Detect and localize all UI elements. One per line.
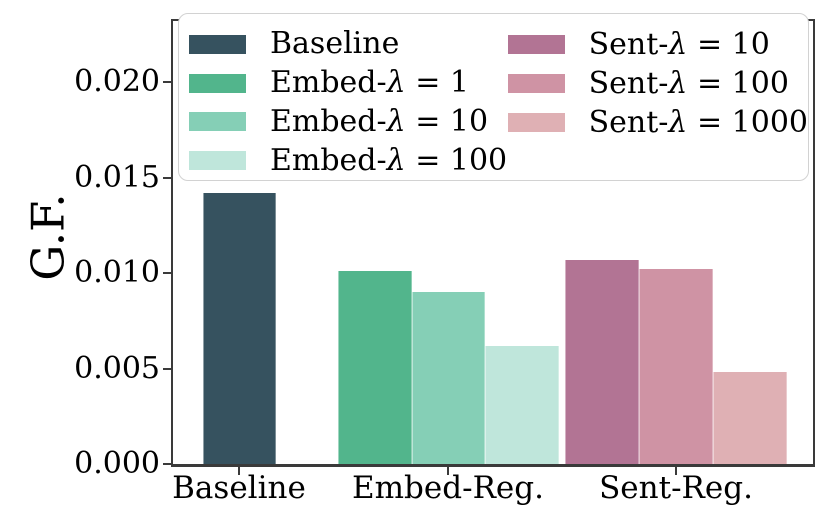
legend: Baseline Embed-λ = 1 Embed-λ = 10 Embed-λ =… (178, 13, 809, 181)
legend-label-sent-10: Sent-λ = 10 (588, 26, 770, 62)
legend-column-right: Sent-λ = 10 Sent-λ = 100 Sent-λ = 1000 (507, 25, 808, 180)
bar-embed-100 (485, 345, 559, 464)
axis-spine-right (813, 19, 815, 466)
y-tick-label: 0.010 (74, 255, 160, 291)
y-tick-mark (163, 176, 173, 179)
y-tick-label: 0.020 (74, 64, 160, 100)
legend-entry-sent-1000: Sent-λ = 1000 (507, 103, 808, 142)
x-tick-label-embed-reg: Embed-Reg. (352, 470, 544, 506)
y-tick-mark (163, 272, 173, 275)
legend-label-sent-100: Sent-λ = 100 (588, 65, 789, 101)
plot-area (173, 21, 813, 464)
bar-embed-1 (338, 271, 412, 464)
x-tick-mark (238, 466, 240, 475)
legend-label-embed-100: Embed-λ = 100 (270, 142, 508, 178)
legend-label-baseline: Baseline (270, 26, 400, 62)
legend-swatch-embed-1 (189, 73, 246, 93)
legend-entry-sent-100: Sent-λ = 100 (507, 64, 808, 103)
bar-sent-100 (639, 269, 713, 464)
legend-swatch-sent-100 (507, 74, 565, 93)
y-tick-mark (163, 367, 173, 370)
legend-entry-embed-100: Embed-λ = 100 (189, 141, 508, 180)
legend-entry-baseline: Baseline (189, 25, 508, 64)
axis-spine-left (171, 19, 173, 466)
legend-entry-embed-1: Embed-λ = 1 (189, 64, 508, 103)
y-tick-label: 0.015 (74, 159, 160, 195)
y-tick-label: 0.000 (74, 446, 160, 481)
y-tick-label: 0.005 (74, 350, 160, 386)
bar-sent-10 (565, 259, 639, 464)
x-tick-label-sent-reg: Sent-Reg. (599, 470, 753, 506)
legend-label-embed-1: Embed-λ = 1 (270, 65, 469, 101)
x-tick-label-baseline: Baseline (172, 470, 306, 506)
legend-entry-embed-10: Embed-λ = 10 (189, 103, 508, 142)
axis-spine-bottom (171, 464, 815, 467)
legend-entry-sent-10: Sent-λ = 10 (507, 25, 808, 64)
legend-label-embed-10: Embed-λ = 10 (270, 103, 489, 139)
bar-embed-10 (412, 292, 485, 464)
legend-swatch-embed-100 (189, 151, 246, 171)
bar-baseline (203, 192, 276, 464)
legend-swatch-embed-10 (189, 112, 246, 132)
bar-sent-1000 (713, 372, 787, 464)
legend-label-sent-1000: Sent-λ = 1000 (588, 104, 808, 140)
legend-swatch-baseline (189, 34, 246, 54)
legend-swatch-sent-1000 (507, 113, 565, 132)
x-tick-mark (447, 466, 449, 475)
y-tick-mark (163, 463, 173, 465)
x-tick-mark (675, 466, 677, 475)
legend-swatch-sent-10 (507, 35, 565, 54)
legend-column-left: Baseline Embed-λ = 1 Embed-λ = 10 Embed-λ =… (189, 25, 508, 180)
y-tick-mark (163, 81, 173, 84)
